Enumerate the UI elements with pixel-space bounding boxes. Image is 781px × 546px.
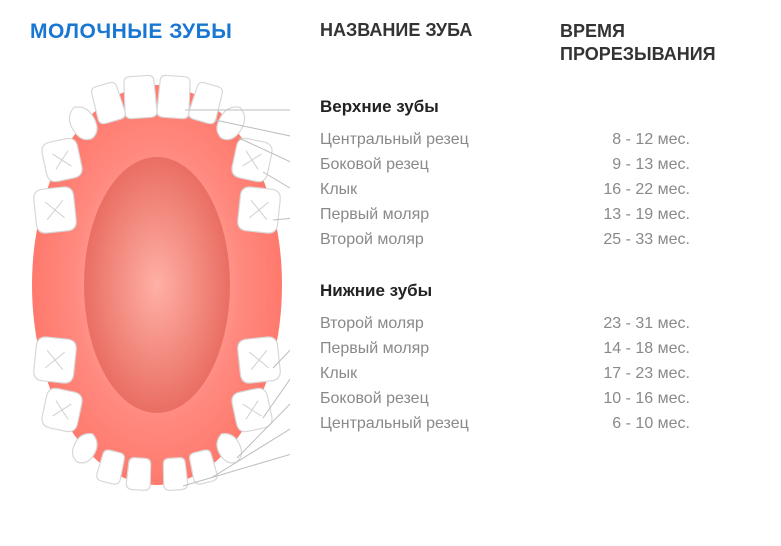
mouth-diagram — [25, 70, 290, 500]
column-headers: НАЗВАНИЕ ЗУБА ВРЕМЯ ПРОРЕЗЫВАНИЯ — [320, 20, 751, 67]
upper-rows: Центральный резец8 - 12 мес.Боковой резе… — [320, 131, 751, 249]
u-central-incisor-r — [123, 75, 158, 119]
lower-tooth-name: Боковой резец — [320, 390, 560, 408]
lower-tooth-row: Центральный резец6 - 10 мес. — [320, 415, 751, 433]
lower-tooth-time: 23 - 31 мес. — [560, 315, 690, 333]
upper-section-title: Верхние зубы — [320, 97, 751, 117]
lower-tooth-name: Второй моляр — [320, 315, 560, 333]
upper-tooth-row: Центральный резец8 - 12 мес. — [320, 131, 751, 149]
header-time-text: ВРЕМЯ ПРОРЕЗЫВАНИЯ — [560, 21, 716, 64]
gum-inner — [84, 157, 230, 413]
lower-teeth-block: Нижние зубы Второй моляр23 - 31 мес.Перв… — [320, 281, 751, 433]
header-eruption-time: ВРЕМЯ ПРОРЕЗЫВАНИЯ — [560, 20, 716, 67]
upper-tooth-time: 8 - 12 мес. — [560, 131, 690, 149]
l-central-incisor-r — [126, 457, 152, 491]
l-first-molar-l — [230, 387, 274, 434]
diagram-column: МОЛОЧНЫЕ ЗУБЫ — [0, 0, 310, 546]
upper-tooth-name: Центральный резец — [320, 131, 560, 149]
lower-tooth-time: 17 - 23 мес. — [560, 365, 690, 383]
upper-tooth-row: Клык16 - 22 мес. — [320, 181, 751, 199]
l-second-molar-r — [33, 336, 77, 384]
mouth-svg — [25, 70, 290, 500]
lower-tooth-time: 6 - 10 мес. — [560, 415, 690, 433]
lower-tooth-time: 14 - 18 мес. — [560, 340, 690, 358]
upper-tooth-name: Боковой резец — [320, 156, 560, 174]
upper-tooth-row: Боковой резец9 - 13 мес. — [320, 156, 751, 174]
upper-tooth-time: 16 - 22 мес. — [560, 181, 690, 199]
u-first-molar-r — [40, 137, 84, 184]
u-second-molar-r — [33, 186, 77, 234]
lower-tooth-name: Клык — [320, 365, 560, 383]
info-column: НАЗВАНИЕ ЗУБА ВРЕМЯ ПРОРЕЗЫВАНИЯ Верхние… — [310, 0, 781, 546]
upper-tooth-name: Второй моляр — [320, 231, 560, 249]
upper-tooth-time: 9 - 13 мес. — [560, 156, 690, 174]
l-first-molar-r — [40, 387, 84, 434]
lower-tooth-name: Центральный резец — [320, 415, 560, 433]
lower-tooth-row: Первый моляр14 - 18 мес. — [320, 340, 751, 358]
diagram-title: МОЛОЧНЫЕ ЗУБЫ — [30, 20, 310, 44]
upper-tooth-name: Клык — [320, 181, 560, 199]
lower-tooth-row: Клык17 - 23 мес. — [320, 365, 751, 383]
lower-tooth-time: 10 - 16 мес. — [560, 390, 690, 408]
upper-tooth-time: 13 - 19 мес. — [560, 206, 690, 224]
u-second-molar-l — [237, 186, 281, 234]
upper-tooth-time: 25 - 33 мес. — [560, 231, 690, 249]
upper-tooth-row: Второй моляр25 - 33 мес. — [320, 231, 751, 249]
lower-tooth-name: Первый моляр — [320, 340, 560, 358]
upper-tooth-name: Первый моляр — [320, 206, 560, 224]
u-central-incisor-l — [157, 75, 192, 119]
lower-tooth-row: Боковой резец10 - 16 мес. — [320, 390, 751, 408]
upper-tooth-row: Первый моляр13 - 19 мес. — [320, 206, 751, 224]
upper-teeth-block: Верхние зубы Центральный резец8 - 12 мес… — [320, 97, 751, 249]
header-tooth-name: НАЗВАНИЕ ЗУБА — [320, 20, 560, 67]
lower-rows: Второй моляр23 - 31 мес.Первый моляр14 -… — [320, 315, 751, 433]
l-second-molar-l — [237, 336, 281, 384]
lower-section-title: Нижние зубы — [320, 281, 751, 301]
lower-tooth-row: Второй моляр23 - 31 мес. — [320, 315, 751, 333]
page-container: МОЛОЧНЫЕ ЗУБЫ — [0, 0, 781, 546]
